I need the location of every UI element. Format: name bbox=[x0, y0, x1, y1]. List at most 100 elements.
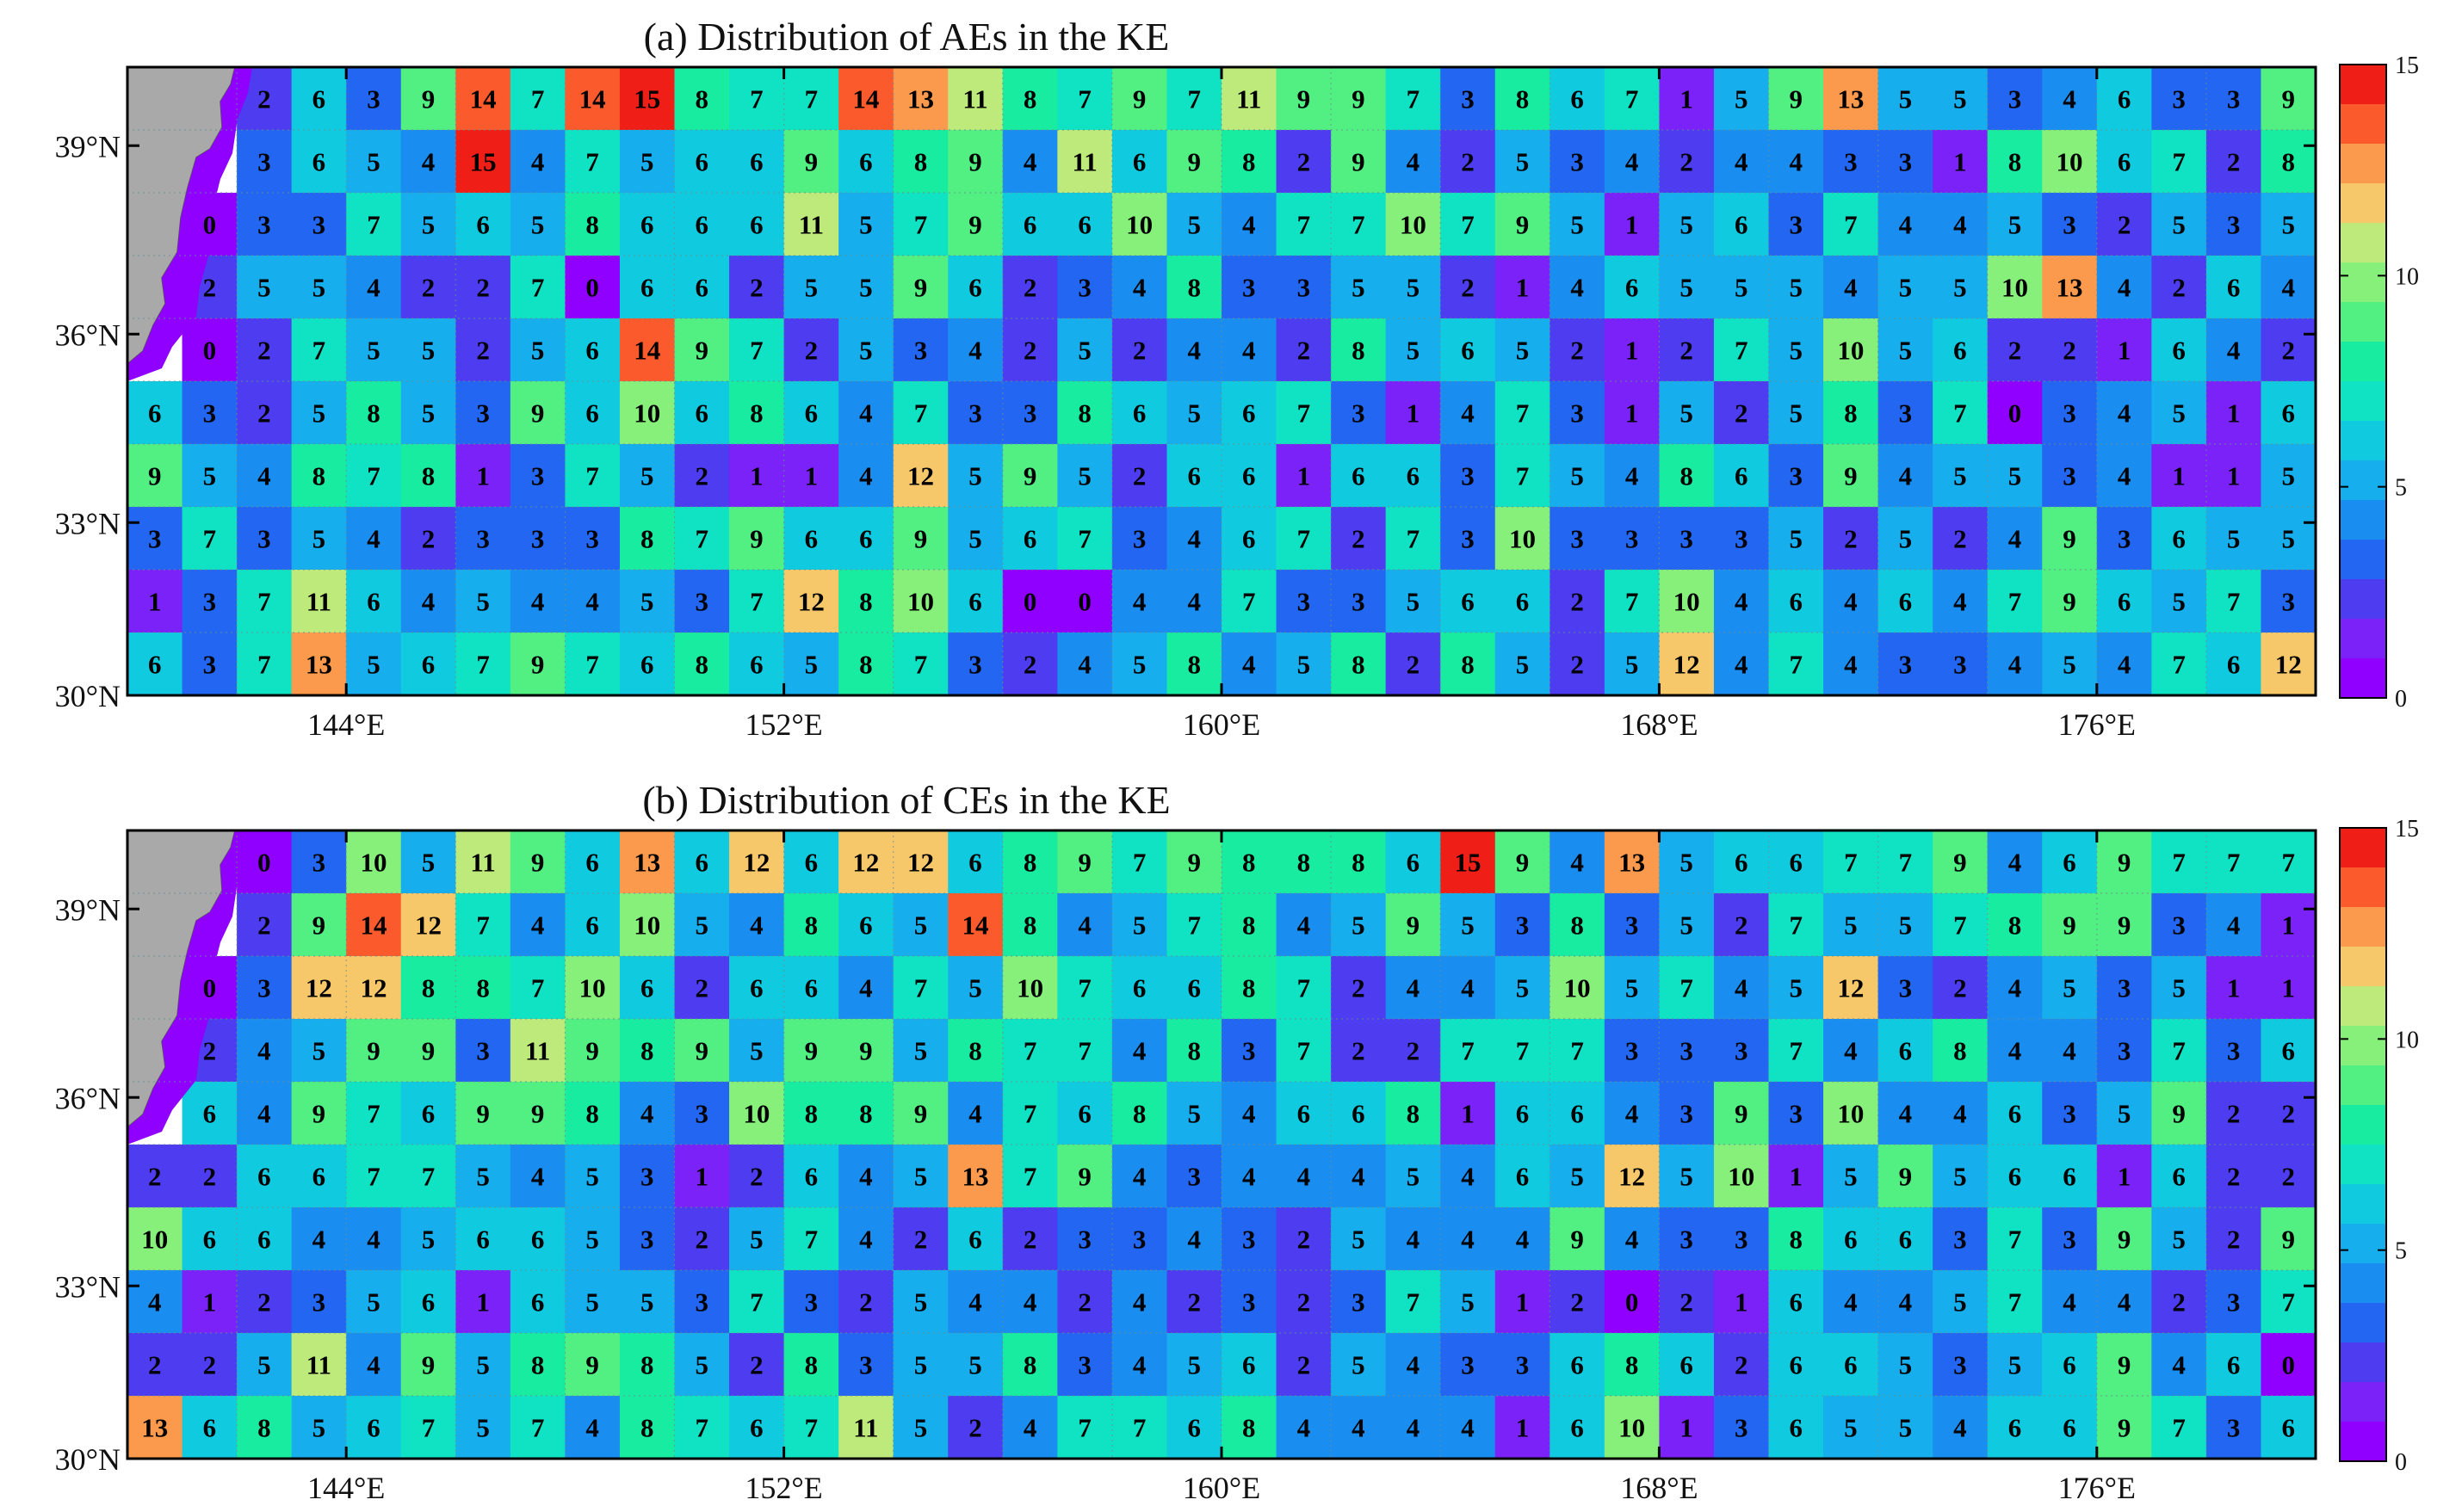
heatmap-cell bbox=[1877, 1333, 1933, 1397]
heatmap-cell bbox=[1550, 956, 1605, 1020]
heatmap-cell bbox=[291, 570, 347, 633]
heatmap-cell bbox=[619, 956, 676, 1020]
heatmap-cell bbox=[237, 256, 293, 319]
cell-value-label: 7 bbox=[805, 1413, 819, 1443]
heatmap-cell bbox=[1331, 1270, 1387, 1334]
cell-value-label: 5 bbox=[1899, 910, 1913, 941]
cell-value-label: 1 bbox=[1516, 273, 1530, 303]
cell-value-label: 7 bbox=[750, 336, 764, 366]
heatmap-cell bbox=[1331, 1396, 1387, 1460]
heatmap-cell bbox=[1550, 633, 1605, 696]
heatmap-cell bbox=[1550, 67, 1605, 131]
heatmap-cell bbox=[1276, 893, 1332, 957]
heatmap-cell bbox=[1111, 570, 1168, 633]
heatmap-cell bbox=[619, 444, 676, 508]
heatmap-cell bbox=[455, 1145, 511, 1208]
heatmap-cell bbox=[893, 1396, 949, 1460]
heatmap-cell bbox=[565, 1145, 621, 1208]
cell-value-label: 4 bbox=[1953, 1413, 1967, 1443]
cell-value-label: 8 bbox=[1352, 650, 1365, 680]
heatmap-cell bbox=[1276, 633, 1332, 696]
heatmap-cell bbox=[2261, 1145, 2317, 1208]
cell-value-label: 4 bbox=[1461, 1162, 1475, 1192]
heatmap-cell bbox=[400, 1082, 456, 1145]
cell-value-label: 3 bbox=[1953, 650, 1967, 680]
cell-value-label: 7 bbox=[2172, 650, 2186, 680]
cell-value-label: 12 bbox=[415, 910, 442, 941]
cell-value-label: 7 bbox=[2172, 1036, 2186, 1066]
cell-value-label: 3 bbox=[1297, 273, 1311, 303]
cell-value-label: 3 bbox=[1297, 587, 1311, 617]
cell-value-label: 6 bbox=[422, 1287, 436, 1318]
cell-value-label: 12 bbox=[798, 587, 825, 617]
cell-value-label: 7 bbox=[1297, 210, 1311, 240]
heatmap-cell bbox=[565, 444, 621, 508]
cell-value-label: 1 bbox=[1679, 1413, 1693, 1443]
heatmap-cell bbox=[1331, 570, 1387, 633]
heatmap-cell bbox=[1385, 1333, 1441, 1397]
cell-value-label: 13 bbox=[306, 650, 332, 680]
cell-value-label: 9 bbox=[1352, 147, 1365, 177]
cell-value-label: 7 bbox=[2008, 1287, 2022, 1318]
heatmap-cell bbox=[1933, 193, 1989, 256]
cell-value-label: 2 bbox=[1297, 147, 1311, 177]
heatmap-cell bbox=[2042, 1082, 2098, 1145]
cell-value-label: 3 bbox=[1899, 147, 1913, 177]
cell-value-label: 7 bbox=[1078, 84, 1092, 114]
cell-value-label: 4 bbox=[1242, 336, 1256, 366]
heatmap-cell bbox=[1604, 130, 1660, 194]
heatmap-cell bbox=[1987, 1207, 2043, 1271]
cell-value-label: 6 bbox=[1735, 848, 1748, 878]
cell-value-label: 6 bbox=[1461, 336, 1475, 366]
heatmap-cell bbox=[1659, 193, 1715, 256]
heatmap-cell bbox=[1057, 1270, 1113, 1334]
heatmap-cell bbox=[1440, 1333, 1496, 1397]
heatmap-cell bbox=[455, 1396, 511, 1460]
cell-value-label: 8 bbox=[750, 398, 764, 429]
colorbar-gradient bbox=[2339, 827, 2387, 1462]
cell-value-label: 8 bbox=[696, 84, 709, 114]
heatmap-cell bbox=[729, 1082, 785, 1145]
cell-value-label: 5 bbox=[1953, 1287, 1967, 1318]
cell-value-label: 4 bbox=[2118, 398, 2131, 429]
heatmap-cell bbox=[127, 570, 183, 633]
heatmap-cell bbox=[1713, 1082, 1770, 1145]
heatmap-cell bbox=[1222, 1333, 1277, 1397]
heatmap-cell bbox=[1713, 1145, 1770, 1208]
cell-value-label: 4 bbox=[1625, 1225, 1639, 1255]
cell-value-label: 3 bbox=[805, 1287, 819, 1318]
cell-value-label: 5 bbox=[312, 398, 326, 429]
cell-value-label: 4 bbox=[2063, 1036, 2076, 1066]
cell-value-label: 9 bbox=[2281, 1225, 2295, 1255]
cell-value-label: 3 bbox=[2227, 1413, 2241, 1443]
cell-value-label: 9 bbox=[585, 1350, 599, 1380]
cell-value-label: 3 bbox=[1790, 461, 1803, 491]
cell-value-label: 6 bbox=[2063, 848, 2076, 878]
cell-value-label: 7 bbox=[1407, 84, 1420, 114]
heatmap-cell bbox=[1550, 570, 1605, 633]
cell-value-label: 5 bbox=[1790, 398, 1803, 429]
heatmap-cell bbox=[1877, 507, 1933, 571]
heatmap-cell bbox=[1002, 1145, 1058, 1208]
heatmap-cell bbox=[565, 67, 621, 131]
cell-value-label: 8 bbox=[805, 1099, 819, 1129]
cell-value-label: 4 bbox=[1297, 1162, 1311, 1192]
heatmap-cell bbox=[1057, 1082, 1113, 1145]
heatmap-cell bbox=[2205, 1333, 2262, 1397]
cell-value-label: 9 bbox=[1899, 1162, 1913, 1192]
heatmap-cell bbox=[510, 1145, 566, 1208]
cell-value-label: 5 bbox=[1187, 1350, 1201, 1380]
heatmap-cell bbox=[2151, 130, 2207, 194]
heatmap-cell bbox=[1385, 67, 1441, 131]
heatmap-cell bbox=[1713, 1333, 1770, 1397]
heatmap-cell bbox=[1550, 444, 1605, 508]
heatmap-cell bbox=[1331, 444, 1387, 508]
heatmap-cell bbox=[838, 1333, 894, 1397]
heatmap-cell bbox=[127, 444, 183, 508]
cell-value-label: 7 bbox=[2172, 147, 2186, 177]
cell-value-label: 9 bbox=[1570, 1225, 1584, 1255]
heatmap-cell bbox=[948, 1207, 1004, 1271]
heatmap-cell bbox=[838, 1270, 894, 1334]
heatmap-cell bbox=[455, 256, 511, 319]
cell-value-label: 2 bbox=[1187, 1287, 1201, 1318]
